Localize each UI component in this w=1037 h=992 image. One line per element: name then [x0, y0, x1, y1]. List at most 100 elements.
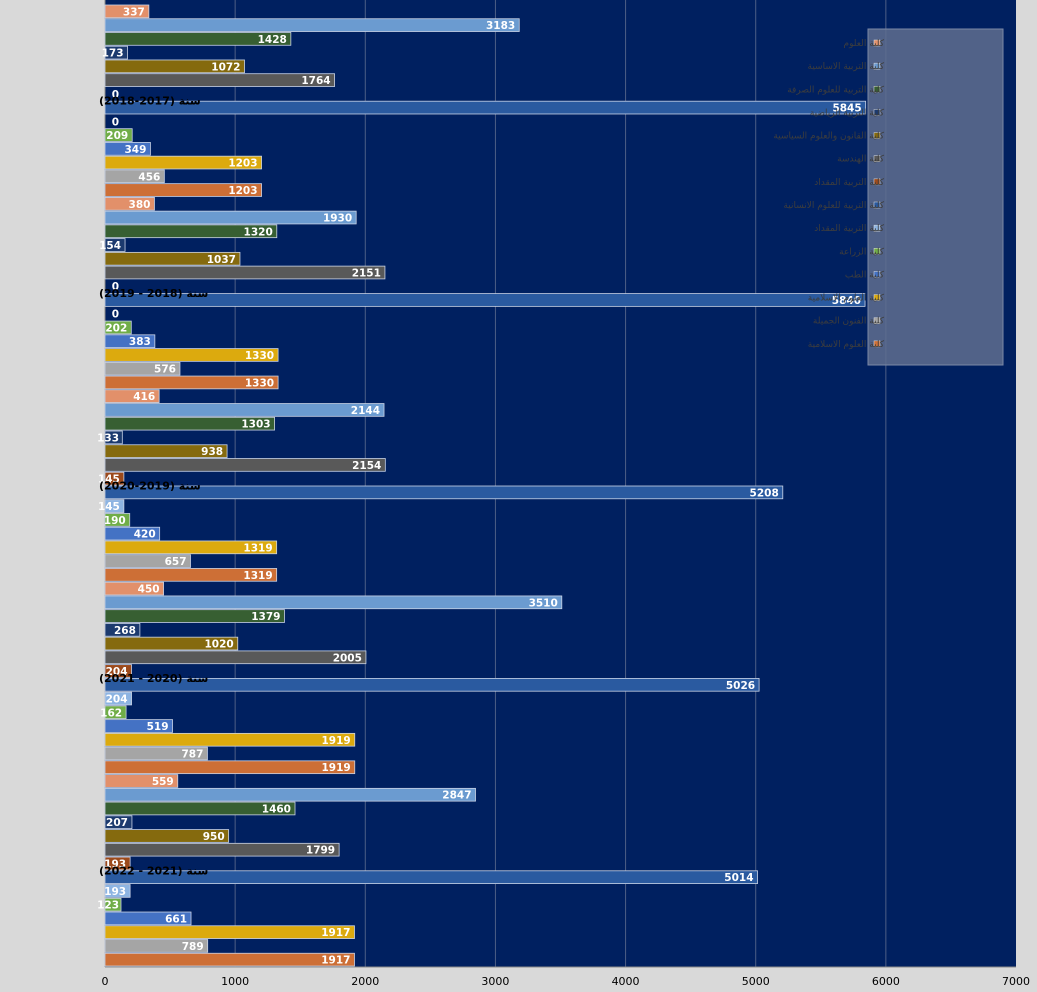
- bar: [104, 375, 279, 390]
- data-label: 190: [104, 515, 126, 527]
- data-label: 950: [203, 831, 225, 843]
- bar: [104, 251, 241, 266]
- x-tick-label: 2000: [351, 975, 379, 988]
- bar: [104, 829, 230, 843]
- legend-swatch: [873, 201, 881, 209]
- bar: [104, 911, 192, 926]
- data-label: 5208: [750, 487, 779, 499]
- legend: كلية العلوم كلية التربية الاساسية كلية الت…: [773, 28, 1004, 366]
- bar: [104, 691, 132, 706]
- x-tick-label: 0: [102, 975, 109, 988]
- legend-swatch: [873, 317, 881, 324]
- data-label: 2144: [351, 405, 380, 417]
- bar: [104, 45, 128, 60]
- bar: [104, 444, 228, 458]
- data-label: 450: [138, 584, 160, 596]
- legend-swatch: [873, 62, 881, 70]
- bar: [104, 897, 122, 912]
- bar: [104, 856, 131, 871]
- data-label: 5845: [832, 103, 861, 115]
- bar: [104, 4, 150, 19]
- bar: [104, 540, 278, 555]
- bar: [104, 430, 123, 445]
- legend-label: كلية التربية المقداد: [814, 178, 884, 188]
- data-label: 938: [201, 446, 223, 458]
- bar: [104, 719, 173, 733]
- bar: [104, 732, 356, 747]
- bar: [104, 499, 125, 513]
- data-label: 207: [106, 817, 128, 829]
- bar: [104, 458, 386, 472]
- bar: [104, 925, 355, 939]
- legend-label: كلية التربية للعلوم الصرفة: [787, 85, 884, 95]
- bar: [104, 128, 133, 142]
- bar: [104, 746, 208, 761]
- bar: [104, 169, 165, 184]
- legend-swatch: [873, 86, 881, 93]
- bar: [104, 664, 132, 678]
- data-label: 1930: [323, 213, 352, 225]
- data-label: 661: [165, 913, 187, 925]
- bar: [104, 774, 179, 788]
- legend-swatch: [873, 132, 881, 139]
- bar: [104, 678, 760, 692]
- data-label: 416: [133, 391, 155, 403]
- data-label: 0: [112, 281, 119, 293]
- data-label: 1319: [243, 542, 272, 554]
- data-label: 0: [112, 89, 119, 101]
- bar: [104, 471, 125, 486]
- legend-label: كلية العلوم الاسلامية: [808, 294, 885, 304]
- legend-swatch: [873, 39, 881, 47]
- bar: [104, 485, 784, 500]
- data-label: 204: [106, 694, 128, 706]
- legend-label: كلية التربية للعلوم الانسانية: [783, 201, 884, 211]
- bar: [104, 760, 356, 775]
- data-label: 1319: [243, 570, 272, 582]
- legend-label: كلية القانون والعلوم السياسية: [773, 132, 884, 142]
- bar: [104, 416, 275, 431]
- data-label: 380: [129, 199, 151, 211]
- legend-label: كلية الطب: [845, 270, 885, 280]
- bar: [104, 787, 476, 802]
- data-label: 1330: [245, 377, 274, 389]
- legend-swatch: [873, 109, 881, 116]
- legend-label: كلية الزراعة: [839, 247, 885, 257]
- legend-label: كلية الفنون الجميلة: [813, 317, 885, 327]
- data-label: 3510: [529, 597, 558, 609]
- legend-swatch: [873, 155, 881, 162]
- category-label: سنة (2021 - 2022): [99, 864, 208, 877]
- bar: [104, 32, 292, 46]
- bar: [104, 389, 160, 403]
- bar: [104, 952, 355, 967]
- data-label: 0: [112, 309, 119, 321]
- data-label: 519: [147, 721, 169, 733]
- data-label: 0: [112, 116, 119, 128]
- x-tick-label: 1000: [221, 975, 249, 988]
- bar: [104, 870, 758, 884]
- bar: [104, 265, 386, 280]
- category-label: سنة (2020 - 2021): [99, 672, 208, 685]
- data-label: 1303: [241, 419, 270, 431]
- data-label: 1379: [251, 611, 280, 623]
- bar: [104, 595, 563, 610]
- bar: [104, 403, 385, 417]
- data-label: 349: [124, 144, 146, 156]
- data-label: 1037: [207, 254, 236, 266]
- bar: [104, 196, 155, 211]
- x-tick-label: 3000: [481, 975, 509, 988]
- data-label: 1917: [321, 927, 350, 939]
- legend-label: كلية العلوم: [844, 39, 885, 49]
- data-label: 2847: [442, 790, 471, 802]
- bar: [104, 155, 262, 170]
- data-label: 383: [129, 336, 151, 348]
- data-label: 133: [97, 432, 119, 444]
- bar: [104, 224, 278, 239]
- data-label: 1320: [244, 226, 273, 238]
- data-label: 123: [97, 900, 119, 912]
- bar: [104, 210, 357, 225]
- x-tick-label: 4000: [612, 975, 640, 988]
- data-label: 162: [100, 707, 122, 719]
- bar: [104, 142, 151, 156]
- bar: [104, 636, 239, 651]
